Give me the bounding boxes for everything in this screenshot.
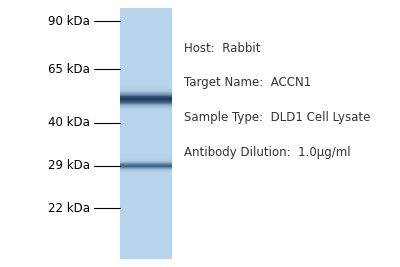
Bar: [120, 160, 172, 161]
Bar: [120, 101, 172, 102]
Bar: [120, 166, 172, 167]
Bar: [120, 92, 172, 93]
Bar: [120, 102, 172, 103]
Bar: [120, 165, 172, 166]
Bar: [120, 99, 172, 100]
Bar: [120, 171, 172, 172]
Bar: [120, 170, 172, 171]
Text: 29 kDa: 29 kDa: [48, 159, 90, 172]
Bar: [120, 104, 172, 105]
Bar: [120, 158, 172, 159]
Bar: [120, 168, 172, 169]
Bar: [120, 164, 172, 165]
Bar: [120, 95, 172, 96]
Bar: [120, 98, 172, 99]
Bar: [120, 108, 172, 109]
Bar: [120, 169, 172, 170]
Text: 90 kDa: 90 kDa: [48, 15, 90, 28]
Bar: [120, 91, 172, 92]
Text: 65 kDa: 65 kDa: [48, 63, 90, 76]
Bar: [120, 97, 172, 98]
Bar: [120, 105, 172, 106]
Bar: [120, 8, 172, 259]
Bar: [120, 107, 172, 108]
Bar: [120, 100, 172, 101]
Bar: [120, 96, 172, 97]
Bar: [120, 172, 172, 173]
Bar: [120, 93, 172, 94]
Bar: [120, 87, 172, 88]
Bar: [120, 163, 172, 164]
Text: 40 kDa: 40 kDa: [48, 116, 90, 129]
Bar: [120, 109, 172, 110]
Text: Antibody Dilution:  1.0µg/ml: Antibody Dilution: 1.0µg/ml: [184, 146, 351, 159]
Text: Host:  Rabbit: Host: Rabbit: [184, 42, 260, 54]
Bar: [120, 167, 172, 168]
Text: 22 kDa: 22 kDa: [48, 202, 90, 215]
Bar: [120, 110, 172, 111]
Bar: [120, 94, 172, 95]
Bar: [120, 90, 172, 91]
Bar: [120, 161, 172, 162]
Bar: [120, 159, 172, 160]
Bar: [120, 89, 172, 90]
Bar: [120, 103, 172, 104]
Bar: [120, 88, 172, 89]
Bar: [120, 162, 172, 163]
Text: Target Name:  ACCN1: Target Name: ACCN1: [184, 76, 311, 89]
Bar: [120, 106, 172, 107]
Text: Sample Type:  DLD1 Cell Lysate: Sample Type: DLD1 Cell Lysate: [184, 111, 370, 124]
